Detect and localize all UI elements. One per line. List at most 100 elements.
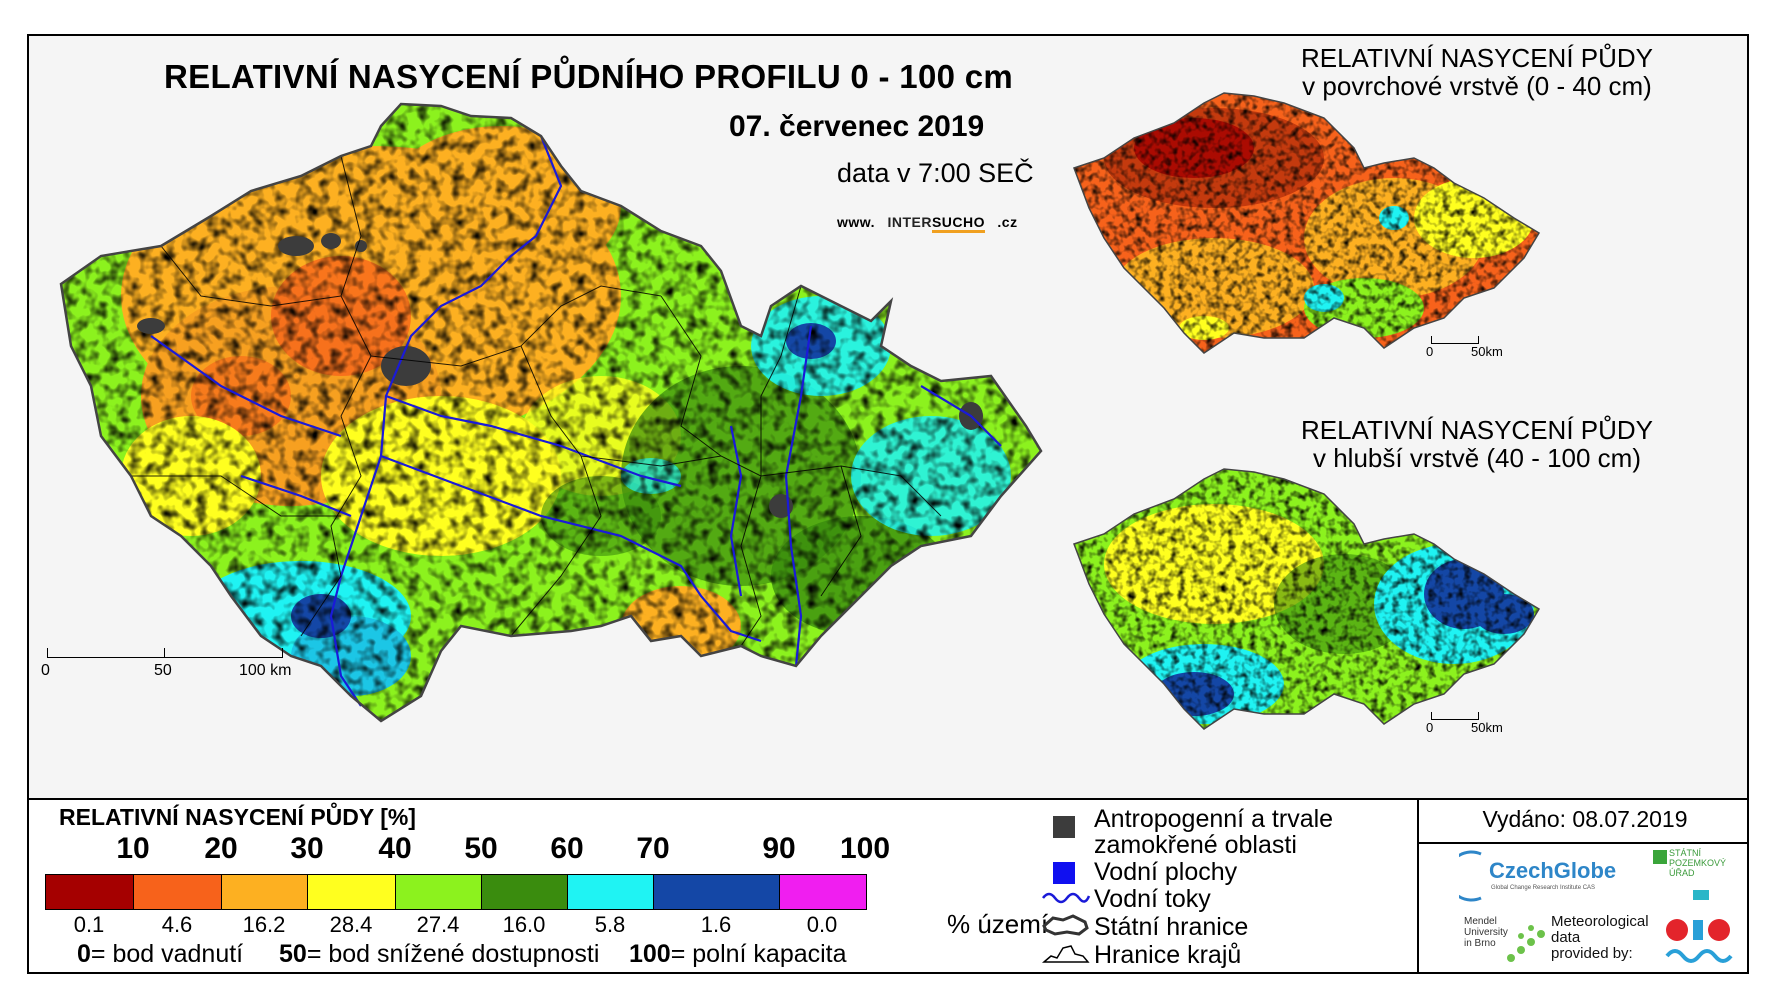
legend-tick-3: 40 bbox=[378, 832, 412, 865]
legend-class-8 bbox=[780, 875, 866, 909]
web-prefix: www. bbox=[837, 214, 876, 230]
issued-divider bbox=[1419, 842, 1747, 844]
spu-logo bbox=[1653, 850, 1667, 864]
legend-tick-8: 100 bbox=[839, 832, 891, 865]
legend-class-5 bbox=[482, 875, 568, 909]
data-time: data v 7:00 SEČ bbox=[837, 158, 1034, 188]
spu-line2: POZEMKOVÝ bbox=[1669, 858, 1727, 868]
main-scale-end: 100 km bbox=[239, 662, 292, 679]
chmi-logo bbox=[1665, 919, 1733, 963]
web-brand: SUCHO bbox=[931, 214, 985, 233]
spu-line3: ÚŘAD bbox=[1669, 868, 1695, 878]
state-border-symbol bbox=[1042, 914, 1089, 936]
inset-bottom-scale-bar bbox=[1431, 712, 1479, 720]
footnote-text-1: = bod snížené dostupnosti bbox=[306, 940, 600, 968]
state-border bbox=[59, 102, 1043, 723]
legend-class-0 bbox=[46, 875, 134, 909]
inset-bottom-scale-end: 50km bbox=[1471, 720, 1503, 735]
legend-percent-8: 0.0 bbox=[806, 912, 838, 937]
state-border-label: Státní hranice bbox=[1094, 913, 1249, 941]
mendel-logo bbox=[1507, 925, 1545, 962]
website-label: www. INTERSUCHO .cz bbox=[837, 214, 1018, 233]
mendel-line3: in Brno bbox=[1464, 938, 1496, 949]
main-scale-mid: 50 bbox=[154, 662, 172, 679]
web-mid: INTER bbox=[887, 214, 932, 230]
footnote-key-0: 0 bbox=[77, 940, 91, 968]
divider-horizontal bbox=[29, 798, 1747, 800]
surface-layer-map bbox=[1073, 92, 1541, 354]
legend-tick-6: 70 bbox=[636, 832, 670, 865]
main-scale-bar bbox=[47, 648, 283, 658]
legend-percent-2: 16.2 bbox=[242, 912, 286, 937]
inset-top-scale-end: 50km bbox=[1471, 344, 1503, 359]
legend-class-2 bbox=[222, 875, 308, 909]
percent-area-label: % území bbox=[947, 909, 1049, 939]
anthropogenic-label: Antropogenní a trvale zamokřené oblasti bbox=[1094, 806, 1333, 858]
czechglobe-logo bbox=[1459, 850, 1482, 902]
footnote-reduced: 50= bod snížené dostupnosti bbox=[279, 940, 599, 969]
main-scale-zero: 0 bbox=[41, 662, 50, 679]
legend-class-1 bbox=[134, 875, 222, 909]
legend-tick-5: 60 bbox=[550, 832, 584, 865]
mendel-line2: University bbox=[1464, 927, 1508, 938]
inset-top-title-line2: v povrchové vrstvě (0 - 40 cm) bbox=[1302, 71, 1652, 101]
spu-name: STÁTNÍ POZEMKOVÝ ÚŘAD bbox=[1669, 848, 1726, 878]
spu-accent bbox=[1693, 890, 1709, 900]
region-border-symbol bbox=[1041, 945, 1090, 963]
deep-layer-map bbox=[1073, 468, 1541, 730]
czechglobe-subtitle: Global Change Research Institute CAS bbox=[1491, 885, 1596, 891]
map-panel: RELATIVNÍ NASYCENÍ PŮDNÍHO PROFILU 0 - 1… bbox=[29, 36, 1747, 798]
legend-percent-4: 27.4 bbox=[416, 912, 460, 937]
web-suffix: .cz bbox=[997, 214, 1018, 230]
water-bodies-label: Vodní plochy bbox=[1094, 858, 1238, 886]
inset-bottom-scale-zero: 0 bbox=[1426, 720, 1434, 735]
main-soil-map bbox=[59, 102, 1043, 723]
footnote-key-2: 100 bbox=[629, 940, 671, 968]
issued-date: Vydáno: 08.07.2019 bbox=[1482, 806, 1688, 832]
rivers-label: Vodní toky bbox=[1094, 885, 1211, 913]
footnote-wilting: 0= bod vadnutí bbox=[77, 940, 243, 969]
meteo-provider: Meteorological data provided by: bbox=[1551, 914, 1649, 962]
meteo-line2: data bbox=[1551, 929, 1581, 946]
mendel-line1: Mendel bbox=[1464, 916, 1497, 927]
legend-color-bar bbox=[45, 874, 867, 910]
legend-class-3 bbox=[308, 875, 396, 909]
map-date: 07. červenec 2019 bbox=[729, 110, 985, 143]
inset-bottom-title-line1: RELATIVNÍ NASYCENÍ PŮDY bbox=[1300, 415, 1654, 445]
meteo-line1: Meteorological bbox=[1551, 913, 1649, 930]
meteo-line3: provided by: bbox=[1551, 945, 1633, 962]
inset-bottom-title-line2: v hlubší vrstvě (40 - 100 cm) bbox=[1313, 443, 1641, 473]
map-frame: RELATIVNÍ NASYCENÍ PŮDNÍHO PROFILU 0 - 1… bbox=[27, 34, 1749, 974]
legend-class-7 bbox=[654, 875, 780, 909]
footnote-key-1: 50 bbox=[279, 940, 307, 968]
divider-vertical bbox=[1417, 798, 1419, 972]
legend-class-6 bbox=[568, 875, 654, 909]
legend-percent-0: 0.1 bbox=[73, 912, 105, 937]
legend-class-4 bbox=[396, 875, 482, 909]
mendel-university: Mendel University in Brno bbox=[1464, 916, 1508, 949]
legend-percent-1: 4.6 bbox=[161, 912, 193, 937]
legend-title: RELATIVNÍ NASYCENÍ PŮDY [%] bbox=[59, 804, 416, 830]
footnote-capacity: 100= polní kapacita bbox=[629, 940, 847, 969]
footnote-text-2: = polní kapacita bbox=[670, 940, 847, 968]
anthropogenic-swatch bbox=[1053, 816, 1075, 838]
rivers bbox=[150, 135, 1002, 707]
inset-top-title-line1: RELATIVNÍ NASYCENÍ PŮDY bbox=[1300, 43, 1654, 73]
legend-percent-3: 28.4 bbox=[329, 912, 373, 937]
anthropogenic-label-line1: Antropogenní a trvale bbox=[1094, 805, 1334, 833]
legend-tick-1: 20 bbox=[204, 832, 238, 865]
legend-percent-7: 1.6 bbox=[700, 912, 732, 937]
inset-top-scale-zero: 0 bbox=[1426, 344, 1434, 359]
spu-line1: STÁTNÍ bbox=[1669, 848, 1702, 858]
legend-percent-6: 5.8 bbox=[594, 912, 626, 937]
region-borders bbox=[131, 155, 942, 647]
inset-top-scale-bar bbox=[1431, 336, 1479, 344]
main-scale-tick bbox=[47, 648, 165, 658]
footnote-text-0: = bod vadnutí bbox=[90, 940, 244, 968]
main-title: RELATIVNÍ NASYCENÍ PŮDNÍHO PROFILU 0 - 1… bbox=[164, 58, 1014, 95]
czechglobe-name: CzechGlobe bbox=[1489, 858, 1617, 883]
legend-tick-2: 30 bbox=[290, 832, 324, 865]
legend-tick-7: 90 bbox=[762, 832, 796, 865]
legend-tick-0: 10 bbox=[116, 832, 150, 865]
water-bodies-swatch bbox=[1053, 862, 1075, 884]
